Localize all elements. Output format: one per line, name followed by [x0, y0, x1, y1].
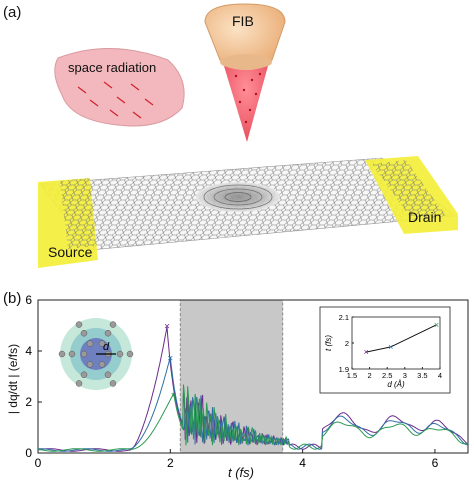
molecule-d-label: d [103, 341, 110, 353]
y-tick-label: 0 [25, 446, 32, 460]
atom [126, 350, 134, 358]
atom [58, 350, 66, 358]
atom [104, 329, 112, 337]
atom [68, 350, 76, 358]
atom [86, 361, 94, 368]
space-radiation-blob [54, 47, 185, 127]
inset-marker: × [388, 342, 393, 352]
radiation-arrows [77, 81, 154, 119]
inset-x-tick-label: 3.5 [417, 371, 427, 380]
atom [109, 321, 117, 328]
inset-marker: × [363, 347, 368, 357]
drain-label: Drain [408, 209, 442, 225]
defect-region [196, 182, 280, 212]
panel-a-label: (a) [3, 4, 22, 21]
atom [109, 380, 117, 387]
atom [80, 371, 88, 379]
x-tick-label: 6 [432, 456, 439, 470]
x-tick-label: 4 [299, 456, 306, 470]
main-chart: 0 2 4 6 0 2 4 6 × × × d 1.5 2 2.5 3 3.5 4 1.9 2 2.1 × × × d (Å) t… [25, 293, 469, 470]
x-tick-label: 0 [35, 456, 42, 470]
atom [116, 350, 124, 358]
atom [86, 340, 94, 347]
atom [75, 321, 83, 328]
y-tick-label: 4 [25, 344, 32, 358]
atom [104, 371, 112, 379]
x-tick-label: 2 [167, 456, 174, 470]
inset-x-label: d (Å) [387, 380, 405, 389]
ion-beam [224, 66, 268, 142]
plot-frame [37, 299, 469, 454]
inset-x-tick-label: 2 [368, 371, 372, 380]
inset-line [365, 324, 437, 353]
atom [80, 350, 88, 358]
space-radiation-label: space radiation [68, 60, 157, 75]
source-label: Source [48, 244, 93, 260]
inset-x-tick-label: 1.5 [347, 371, 357, 380]
inset-x-tick-label: 2.5 [382, 371, 392, 380]
series-peak-marker-3: × [171, 390, 177, 401]
series-peak-marker-2: × [167, 353, 173, 364]
inset-box [319, 306, 451, 394]
series-line-3 [37, 384, 469, 452]
panel-a-illustration [38, 3, 458, 268]
ion-dots [234, 72, 262, 124]
fib-label: FIB [232, 13, 254, 29]
inset-marker: × [434, 320, 439, 330]
atom [98, 361, 106, 368]
series-peak-marker-1: × [164, 322, 170, 333]
inset-x-tick-label: 4 [438, 371, 442, 380]
atom [75, 380, 83, 387]
atom [80, 329, 88, 337]
y-axis-label: | dq/dt | (e/fs) [6, 343, 20, 415]
inset-y-label: t (fs) [324, 335, 333, 351]
panel-b-label: (b) [3, 290, 22, 307]
x-axis-label: t (fs) [228, 465, 254, 480]
atom [98, 340, 106, 347]
inset-y-tick-label: 2.1 [339, 313, 349, 322]
y-tick-label: 6 [25, 293, 32, 307]
y-tick-label: 2 [25, 395, 32, 409]
inset-y-tick-label: 2 [345, 339, 349, 348]
inset-x-tick-label: 3 [403, 371, 407, 380]
inset-y-tick-label: 1.9 [339, 365, 349, 374]
